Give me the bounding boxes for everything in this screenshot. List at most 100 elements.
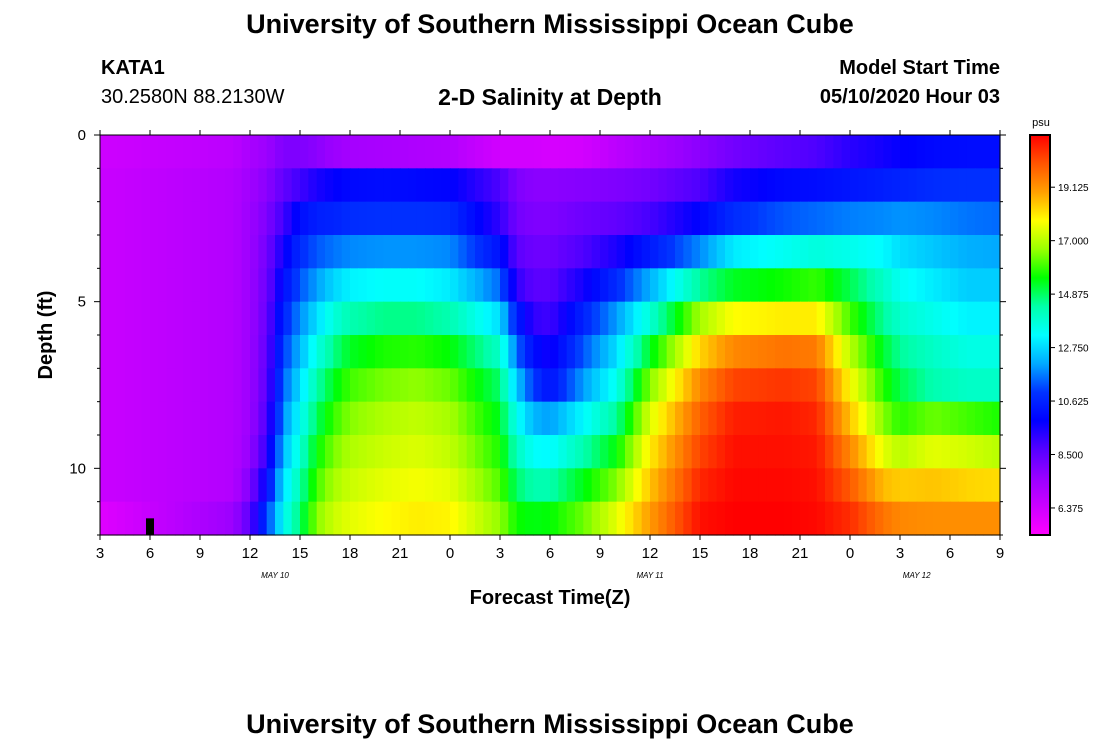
heatmap-cell <box>816 468 826 503</box>
heatmap-cell <box>166 201 176 236</box>
heatmap-cell <box>325 201 334 236</box>
heatmap-cell <box>691 468 701 503</box>
heatmap-cell <box>383 435 393 469</box>
heatmap-cell <box>866 268 876 303</box>
heatmap-cell <box>875 468 884 503</box>
heatmap-cell <box>441 468 451 503</box>
heatmap-cell <box>858 501 868 536</box>
heatmap-cell <box>100 335 109 369</box>
heatmap-cell <box>183 468 193 503</box>
heatmap-cell <box>333 235 343 269</box>
heatmap-cell <box>875 268 884 303</box>
heatmap-cell <box>225 168 234 203</box>
colorbar: psu 19.125 17.000 14.875 12.750 10.625 8.500 6… <box>1029 117 1089 536</box>
heatmap-cell <box>875 235 884 269</box>
heatmap-cell <box>608 268 618 303</box>
heatmap-cell <box>800 168 809 203</box>
heatmap-cell <box>383 268 393 303</box>
heatmap-cell <box>133 168 143 203</box>
heatmap-cell <box>291 335 301 369</box>
heatmap-cell <box>850 501 859 536</box>
heatmap-cell <box>583 501 593 536</box>
heatmap-cell <box>325 501 334 536</box>
heatmap-cell <box>575 335 584 369</box>
heatmap-cell <box>633 201 643 236</box>
heatmap-cell <box>500 268 509 303</box>
heatmap-cell <box>750 135 759 169</box>
heatmap-cell <box>741 135 751 169</box>
heatmap-cell <box>733 235 743 269</box>
heatmap-cell <box>991 201 1001 236</box>
colorbar-tick-label: 10.625 <box>1058 397 1089 408</box>
heatmap-cell <box>175 401 184 436</box>
heatmap-cell <box>716 435 726 469</box>
heatmap-cell <box>450 135 459 169</box>
x-tick-label: 15 <box>292 545 309 562</box>
heatmap-cell <box>808 201 818 236</box>
heatmap-cell <box>866 168 876 203</box>
heatmap-cell <box>300 168 309 203</box>
heatmap-cell <box>616 301 626 336</box>
heatmap-cell <box>716 268 726 303</box>
heatmap-cell <box>916 201 926 236</box>
heatmap-cell <box>791 235 801 269</box>
x-tick-label: 0 <box>446 545 454 562</box>
heatmap-cell <box>233 368 243 403</box>
heatmap-cell <box>283 235 293 269</box>
heatmap-cell <box>641 268 651 303</box>
heatmap-cell <box>791 268 801 303</box>
heatmap-cell <box>558 435 568 469</box>
heatmap-cell <box>891 235 901 269</box>
heatmap-cell <box>500 368 509 403</box>
heatmap-cell <box>208 468 218 503</box>
colorbar-tick-label: 8.500 <box>1058 450 1083 461</box>
heatmap-cell <box>550 201 559 236</box>
heatmap-cell <box>750 501 759 536</box>
heatmap-cell <box>483 368 493 403</box>
heatmap-cell <box>650 335 659 369</box>
heatmap-cell <box>200 368 209 403</box>
heatmap-cell <box>708 301 718 336</box>
heatmap-cell <box>708 335 718 369</box>
heatmap-cell <box>458 235 468 269</box>
heatmap-cell <box>333 201 343 236</box>
heatmap-cell <box>733 468 743 503</box>
heatmap-cell <box>675 135 684 169</box>
heatmap-cell <box>608 368 618 403</box>
heatmap-cell <box>166 435 176 469</box>
heatmap-cell <box>383 368 393 403</box>
heatmap-cell <box>758 235 768 269</box>
heatmap-cell <box>958 268 968 303</box>
heatmap-cell <box>125 301 134 336</box>
x-tick-label: 12 <box>642 545 659 562</box>
heatmap-cell <box>375 468 384 503</box>
heatmap-cell <box>216 401 226 436</box>
heatmap-cell <box>766 335 776 369</box>
heatmap-cell <box>650 501 659 536</box>
heatmap-cell <box>441 201 451 236</box>
heatmap-cell <box>600 468 609 503</box>
heatmap-cell <box>525 235 534 269</box>
heatmap-cell <box>766 268 776 303</box>
heatmap-cell <box>683 368 693 403</box>
heatmap-cell <box>975 435 984 469</box>
heatmap-cell <box>216 235 226 269</box>
heatmap-cell <box>458 301 468 336</box>
heatmap-cell <box>100 201 109 236</box>
heatmap-cell <box>375 501 384 536</box>
heatmap-cell <box>975 201 984 236</box>
heatmap-cell <box>491 501 501 536</box>
heatmap-cell <box>450 468 459 503</box>
heatmap-cell <box>600 501 609 536</box>
heatmap-cell <box>783 301 793 336</box>
heatmap-cell <box>700 168 709 203</box>
heatmap-cell <box>341 135 351 169</box>
heatmap-cell <box>108 401 118 436</box>
y-axis-label: Depth (ft) <box>35 291 57 380</box>
heatmap-cell <box>925 368 934 403</box>
heatmap-cell <box>516 335 526 369</box>
heatmap-cell <box>283 201 293 236</box>
heatmap-cell <box>816 301 826 336</box>
heatmap-cell <box>108 135 118 169</box>
heatmap-cell <box>791 335 801 369</box>
